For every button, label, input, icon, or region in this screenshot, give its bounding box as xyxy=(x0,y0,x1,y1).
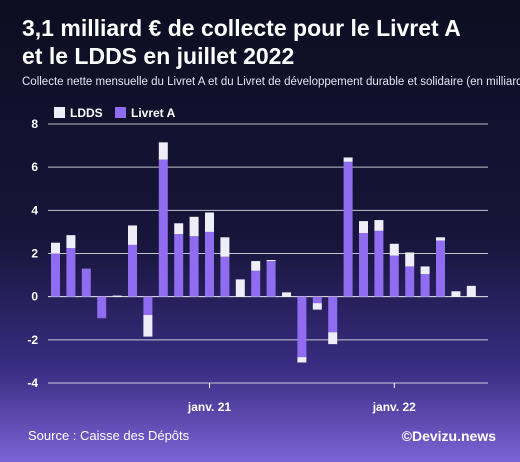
y-tick-label: 6 xyxy=(31,160,38,174)
legend-swatch-livret-a xyxy=(115,107,126,118)
bar-ldds xyxy=(297,357,307,363)
bar-livret-a xyxy=(128,244,137,297)
y-tick-label: 0 xyxy=(31,290,38,304)
bar-ldds xyxy=(374,220,384,231)
bar-livret-a xyxy=(343,161,353,297)
bar-ldds xyxy=(251,261,261,271)
bar-ldds xyxy=(451,291,461,297)
y-tick-label: 4 xyxy=(31,203,38,217)
bar-livret-a xyxy=(97,296,107,319)
chart-title-line-1: 3,1 milliard € de collecte pour le Livre… xyxy=(22,15,461,41)
bar-livret-a xyxy=(205,231,214,297)
bar-ldds xyxy=(436,237,445,241)
bar-ldds xyxy=(143,315,153,337)
bar-ldds xyxy=(174,223,184,235)
y-tick-label: -4 xyxy=(27,376,38,390)
bar-livret-a xyxy=(220,256,230,297)
x-tick-label: janv. 22 xyxy=(372,400,416,414)
bar-livret-a xyxy=(389,255,399,297)
bar-livret-a xyxy=(189,236,199,297)
bar-livret-a xyxy=(297,296,307,358)
bar-livret-a xyxy=(359,232,368,297)
bar-livret-a xyxy=(174,234,184,297)
bar-livret-a xyxy=(143,296,153,316)
bar-ldds xyxy=(189,216,199,237)
chart-title-line-2: et le LDDS en juillet 2022 xyxy=(22,43,295,69)
bar-ldds xyxy=(420,266,430,275)
bar-ldds xyxy=(405,252,415,267)
bar-livret-a xyxy=(436,240,445,297)
x-tick-label: janv. 21 xyxy=(187,400,231,414)
bar-livret-a xyxy=(328,296,338,333)
bar-ldds xyxy=(66,235,76,249)
legend-label-ldds: LDDS xyxy=(70,106,103,120)
bar-ldds xyxy=(343,157,353,162)
chart-subtitle: Collecte nette mensuelle du Livret A et … xyxy=(22,76,520,88)
brand-credit: ©Devizu.news xyxy=(401,428,496,444)
source-note: Source : Caisse des Dépôts xyxy=(28,428,190,443)
bar-ldds xyxy=(389,243,399,256)
bar-livret-a xyxy=(312,296,322,304)
y-tick-label: 2 xyxy=(31,247,38,261)
bar-ldds xyxy=(128,225,137,245)
y-tick-label: 8 xyxy=(31,117,38,131)
chart-title: 3,1 milliard € de collecte pour le Livre… xyxy=(22,14,502,70)
bar-ldds xyxy=(328,332,338,345)
bar-ldds xyxy=(235,279,245,297)
bar-ldds xyxy=(266,259,276,262)
bar-ldds xyxy=(51,242,60,254)
bar-livret-a xyxy=(158,159,168,297)
legend-swatch-ldds xyxy=(54,107,65,118)
bar-ldds xyxy=(466,285,476,297)
bar-ldds xyxy=(205,212,214,232)
bar-ldds xyxy=(158,142,168,160)
bar-ldds xyxy=(359,221,368,233)
bar-ldds xyxy=(112,295,122,297)
bar-livret-a xyxy=(374,230,384,297)
bar-ldds xyxy=(312,303,322,310)
bar-ldds xyxy=(282,292,291,297)
bar-ldds xyxy=(220,237,230,257)
bar-livret-a xyxy=(266,261,276,297)
bar-livret-a xyxy=(51,253,60,297)
bar-livret-a xyxy=(81,268,91,297)
y-tick-label: -2 xyxy=(27,333,38,347)
legend-label-livret-a: Livret A xyxy=(131,106,176,120)
bar-livret-a xyxy=(405,266,415,297)
bar-livret-a xyxy=(420,274,430,297)
bar-livret-a xyxy=(66,248,76,297)
bar-livret-a xyxy=(251,270,261,297)
